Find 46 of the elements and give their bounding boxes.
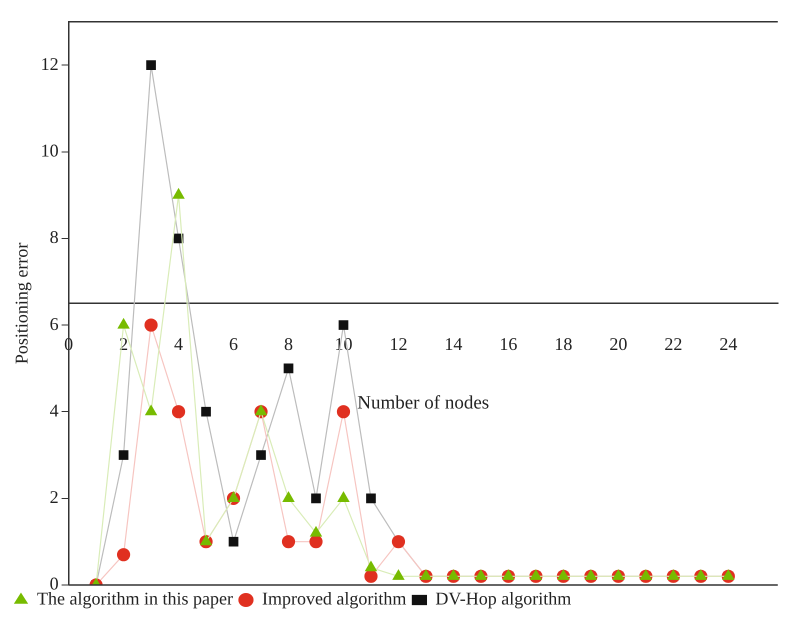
x-tick-label: 8: [284, 334, 294, 354]
legend-label: DV-Hop algorithm: [435, 588, 572, 609]
point: [366, 494, 376, 504]
point: [145, 405, 157, 416]
point: [144, 318, 158, 332]
x-tick-label: 24: [719, 334, 738, 354]
point: [201, 406, 211, 417]
x-tick-label: 12: [389, 334, 408, 354]
x-tick-label: 16: [499, 334, 518, 354]
point: [309, 535, 323, 548]
x-axis-title: Number of nodes: [357, 392, 490, 414]
y-tick-label: 8: [50, 227, 59, 248]
y-axis-title: Positioning error: [12, 242, 32, 364]
x-tick-label: 6: [229, 334, 238, 354]
point: [116, 548, 130, 562]
y-tick-label: 4: [50, 400, 59, 420]
point: [172, 405, 186, 418]
point: [282, 492, 294, 502]
point: [364, 570, 378, 583]
x-tick-label: 22: [664, 334, 682, 354]
point: [118, 450, 128, 460]
y-tick-label: 2: [50, 487, 59, 508]
point: [284, 364, 294, 374]
point: [200, 535, 212, 546]
point: [256, 450, 266, 460]
x-tick-label: 18: [554, 334, 572, 354]
point: [282, 535, 296, 548]
point: [146, 60, 156, 70]
point: [228, 492, 240, 502]
x-tick-label: 4: [174, 334, 184, 354]
y-tick-label: 10: [40, 140, 59, 161]
point: [118, 318, 130, 329]
point: [310, 526, 322, 537]
y-tick-label: 12: [40, 54, 59, 74]
legend-label: Improved algorithm: [262, 588, 406, 609]
point: [255, 405, 267, 416]
point: [336, 405, 350, 418]
x-tick-label: 20: [609, 334, 628, 354]
point: [228, 536, 238, 547]
y-tick-label: 6: [50, 314, 59, 334]
x-tick-label: 14: [444, 334, 462, 354]
point: [338, 492, 350, 502]
point: [311, 494, 321, 504]
point: [392, 570, 404, 580]
point: [365, 561, 377, 572]
point: [338, 320, 348, 330]
